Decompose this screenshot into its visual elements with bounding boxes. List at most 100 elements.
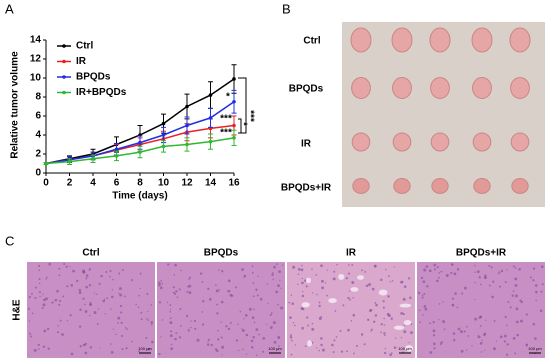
nucleus xyxy=(394,337,397,339)
nucleus xyxy=(158,301,162,304)
nucleus xyxy=(207,287,210,291)
nucleus xyxy=(471,345,473,347)
scale-bar-label: 100 μm xyxy=(398,346,412,351)
x-tick-label: 4 xyxy=(90,178,96,189)
nucleus xyxy=(42,303,46,307)
nucleus xyxy=(380,323,383,326)
marker xyxy=(161,121,166,126)
nucleus xyxy=(57,325,59,327)
nucleus xyxy=(541,283,544,286)
nucleus xyxy=(301,326,304,330)
nucleus xyxy=(304,345,307,347)
nucleus xyxy=(370,328,373,331)
nucleus xyxy=(125,347,128,350)
nucleus xyxy=(78,291,82,295)
nucleus xyxy=(253,308,255,311)
nucleus xyxy=(145,318,148,320)
nucleus xyxy=(275,290,279,294)
panel-label: B xyxy=(282,1,291,16)
nucleus xyxy=(332,277,336,281)
nucleus xyxy=(39,295,41,298)
nucleus xyxy=(385,269,387,271)
nucleus xyxy=(186,290,189,293)
nucleus xyxy=(147,319,150,321)
nucleus xyxy=(289,316,292,319)
nucleus xyxy=(297,273,300,275)
nucleus xyxy=(51,301,54,304)
nucleus xyxy=(248,307,252,311)
nucleus xyxy=(339,329,342,332)
y-tick-label: 14 xyxy=(30,35,42,46)
nucleus xyxy=(179,325,182,327)
nucleus xyxy=(56,289,59,293)
nucleus xyxy=(255,288,258,291)
nucleus xyxy=(209,297,212,301)
tumor xyxy=(392,77,412,99)
marker xyxy=(138,150,142,154)
nucleus xyxy=(85,285,88,289)
histology-title: Ctrl xyxy=(82,248,99,259)
nucleus xyxy=(503,334,507,338)
nucleus xyxy=(251,265,254,268)
nucleus xyxy=(476,270,480,274)
nucleus xyxy=(89,314,91,317)
nucleus xyxy=(150,304,153,306)
nucleus xyxy=(216,303,219,306)
tumor-photo xyxy=(342,22,545,207)
nucleus xyxy=(306,316,309,319)
nucleus xyxy=(297,268,301,271)
nucleus xyxy=(499,335,503,339)
nucleus xyxy=(342,304,345,307)
nucleus xyxy=(492,347,496,351)
tumor xyxy=(511,178,529,194)
nucleus xyxy=(96,293,98,296)
nucleus xyxy=(29,332,32,335)
nucleus xyxy=(170,330,173,333)
nucleus xyxy=(66,285,69,288)
nucleus xyxy=(320,264,323,268)
nucleus xyxy=(214,348,218,351)
nucleus xyxy=(160,279,163,282)
nucleus xyxy=(157,283,161,287)
nucleus xyxy=(474,264,476,267)
nucleus xyxy=(158,352,161,356)
marker xyxy=(114,154,119,158)
nucleus xyxy=(46,327,50,331)
nucleus xyxy=(348,264,350,266)
nucleus xyxy=(255,328,259,332)
nucleus xyxy=(403,330,407,334)
tumor xyxy=(510,132,530,152)
nucleus xyxy=(389,353,392,357)
nucleus xyxy=(118,292,120,295)
nucleus xyxy=(418,309,421,312)
nucleus xyxy=(169,310,172,313)
nucleus xyxy=(452,332,456,335)
nucleus xyxy=(174,292,177,295)
nucleus xyxy=(479,341,483,345)
nucleus xyxy=(432,329,436,333)
nucleus xyxy=(335,336,338,338)
nucleus xyxy=(440,270,443,273)
nucleus xyxy=(111,295,114,299)
tumor xyxy=(392,132,412,152)
nucleus xyxy=(188,276,191,279)
nucleus xyxy=(515,294,518,298)
nucleus xyxy=(302,290,304,293)
nucleus xyxy=(210,343,213,347)
nucleus xyxy=(453,272,457,276)
nucleus xyxy=(311,322,314,325)
nucleus xyxy=(450,263,454,266)
tumor xyxy=(430,132,450,152)
nucleus xyxy=(348,290,351,292)
nucleus xyxy=(474,271,476,273)
nucleus xyxy=(176,296,179,298)
nucleus xyxy=(467,335,470,337)
nucleus xyxy=(368,283,372,287)
nucleus xyxy=(351,281,355,284)
legend-marker xyxy=(62,90,66,95)
bracket xyxy=(238,77,247,134)
nucleus xyxy=(400,312,404,315)
nucleus xyxy=(428,269,432,273)
vacuole xyxy=(338,273,345,280)
nucleus xyxy=(382,306,385,309)
